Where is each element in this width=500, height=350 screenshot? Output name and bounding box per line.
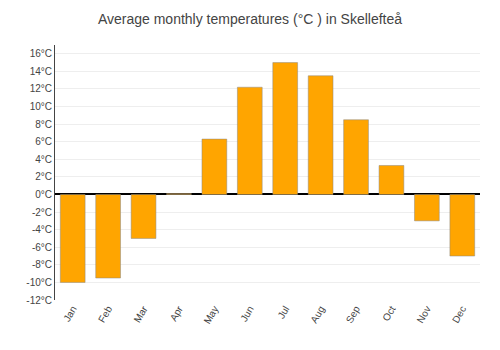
svg-text:-12°C: -12°C <box>26 295 52 306</box>
svg-text:2°C: 2°C <box>35 171 52 182</box>
svg-text:Sep: Sep <box>344 304 363 325</box>
svg-text:-10°C: -10°C <box>26 277 52 288</box>
svg-text:4°C: 4°C <box>35 154 52 165</box>
svg-text:-8°C: -8°C <box>32 259 52 270</box>
svg-text:Dec: Dec <box>450 304 468 325</box>
svg-text:10°C: 10°C <box>30 101 52 112</box>
svg-text:-2°C: -2°C <box>32 207 52 218</box>
svg-text:May: May <box>201 304 220 326</box>
svg-text:Nov: Nov <box>415 304 433 325</box>
svg-text:Jan: Jan <box>61 304 79 323</box>
svg-text:Apr: Apr <box>168 303 186 323</box>
svg-text:16°C: 16°C <box>30 48 52 59</box>
svg-text:-6°C: -6°C <box>32 242 52 253</box>
svg-text:8°C: 8°C <box>35 119 52 130</box>
svg-text:0°C: 0°C <box>35 189 52 200</box>
svg-text:-4°C: -4°C <box>32 224 52 235</box>
svg-text:Feb: Feb <box>96 304 114 325</box>
svg-text:Jun: Jun <box>238 304 256 323</box>
svg-text:14°C: 14°C <box>30 66 52 77</box>
svg-text:Mar: Mar <box>131 303 149 324</box>
svg-text:Oct: Oct <box>380 304 397 323</box>
svg-text:6°C: 6°C <box>35 136 52 147</box>
svg-text:12°C: 12°C <box>30 83 52 94</box>
svg-text:Jul: Jul <box>275 304 291 321</box>
svg-text:Aug: Aug <box>308 304 326 325</box>
svg-text:Average monthly temperatures (: Average monthly temperatures (°C ) in Sk… <box>98 11 402 27</box>
